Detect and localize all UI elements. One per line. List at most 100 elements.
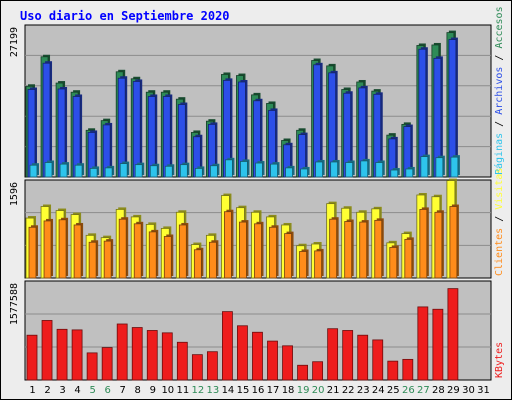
bar-kbytes-day-12 <box>191 354 203 381</box>
bar-pginas-day-2 <box>44 162 53 178</box>
bar-pginas-day-10 <box>164 165 173 178</box>
x-tick-label-day-30: 30 <box>462 385 475 396</box>
bar-kbytes-day-14 <box>222 311 233 381</box>
bar-pginas-day-1 <box>29 164 38 178</box>
bar-kbytes-day-10 <box>161 332 173 381</box>
bar-clientes-day-15 <box>239 221 247 279</box>
x-tick-label-day-17: 17 <box>267 385 280 396</box>
bar-kbytes-day-23 <box>357 334 369 381</box>
bar-pginas-day-7 <box>119 163 128 178</box>
bar-pginas-day-26 <box>405 168 414 178</box>
bar-archivos-day-2 <box>42 62 51 178</box>
x-tick-label-day-19: 19 <box>297 385 310 396</box>
bar-pginas-day-11 <box>179 164 188 178</box>
bar-pginas-day-21 <box>330 161 339 178</box>
x-tick-label-day-25: 25 <box>387 385 400 396</box>
bar-clientes-day-26 <box>404 238 413 279</box>
bar-kbytes-day-18 <box>282 345 293 381</box>
legend-separator: / <box>494 210 505 228</box>
bar-kbytes-day-15 <box>237 325 248 381</box>
panel-3-ymax-label: 1577588 <box>9 283 20 325</box>
x-tick-label-day-22: 22 <box>342 385 355 396</box>
bar-kbytes-day-29 <box>447 288 459 381</box>
bar-clientes-day-21 <box>329 218 338 279</box>
x-tick-label-day-23: 23 <box>357 385 370 396</box>
bar-clientes-day-27 <box>419 209 428 279</box>
bar-pginas-day-17 <box>270 163 278 178</box>
bar-clientes-day-28 <box>434 211 443 279</box>
x-tick-label-day-5: 5 <box>89 385 95 396</box>
bar-clientes-day-13 <box>208 241 217 279</box>
bar-clientes-day-18 <box>284 233 292 279</box>
bar-kbytes-day-21 <box>327 328 339 381</box>
x-tick-label-day-3: 3 <box>59 385 65 396</box>
bar-clientes-day-5 <box>88 241 97 279</box>
bar-kbytes-day-27 <box>417 306 429 381</box>
bar-kbytes-day-20 <box>312 361 324 381</box>
panel-2-ymax-label: 1596 <box>9 182 20 206</box>
x-tick-label-day-28: 28 <box>432 385 445 396</box>
x-tick-label-day-10: 10 <box>161 385 174 396</box>
bar-kbytes-day-25 <box>387 360 399 381</box>
x-tick-label-day-16: 16 <box>252 385 265 396</box>
x-tick-label-day-2: 2 <box>44 385 50 396</box>
bar-pginas-day-4 <box>74 164 83 178</box>
panel-1-legend: Páginas / Archivos / Accesos <box>493 6 505 175</box>
bar-kbytes-day-11 <box>176 341 188 381</box>
x-tick-label-day-12: 12 <box>192 385 205 396</box>
bar-clientes-day-17 <box>269 226 277 279</box>
bar-kbytes-day-1 <box>26 334 38 381</box>
bar-clientes-day-20 <box>314 250 323 279</box>
x-tick-label-day-9: 9 <box>150 385 156 396</box>
panel-1-ymax-label: 27199 <box>9 27 20 57</box>
x-tick-label-day-31: 31 <box>477 385 490 396</box>
bar-kbytes-day-22 <box>342 330 354 381</box>
bar-pginas-day-9 <box>149 165 158 178</box>
legend-entry-clientes: Clientes <box>494 228 505 276</box>
x-tick-label-day-1: 1 <box>29 385 35 396</box>
bar-kbytes-day-13 <box>206 351 218 381</box>
x-tick-label-day-6: 6 <box>104 385 110 396</box>
bar-kbytes-day-6 <box>101 347 113 381</box>
panel-2-legend: Clientes / Visitas <box>494 168 505 276</box>
bar-pginas-day-28 <box>435 157 444 178</box>
bar-pginas-day-13 <box>209 165 218 178</box>
legend-entry-archivos: Archivos <box>494 67 505 115</box>
legend-entry-pginas: Páginas <box>493 133 505 175</box>
bar-pginas-day-18 <box>285 167 293 178</box>
bar-clientes-day-24 <box>374 219 383 279</box>
bar-clientes-day-14 <box>224 211 232 279</box>
bar-clientes-day-10 <box>163 236 172 279</box>
bar-kbytes-day-5 <box>86 352 98 381</box>
bar-kbytes-day-8 <box>131 327 143 381</box>
legend-separator: / <box>494 49 505 67</box>
bar-pginas-day-20 <box>315 161 324 178</box>
bar-kbytes-day-9 <box>146 330 158 381</box>
bar-pginas-day-22 <box>345 162 354 178</box>
legend-entry-kbytes: KBytes <box>494 342 505 378</box>
bar-kbytes-day-19 <box>297 364 308 381</box>
x-tick-label-day-15: 15 <box>237 385 250 396</box>
bar-clientes-day-1 <box>28 226 37 279</box>
bar-pginas-day-24 <box>375 162 384 178</box>
bar-kbytes-day-16 <box>252 331 263 381</box>
bar-clientes-day-11 <box>178 224 187 279</box>
x-tick-label-day-7: 7 <box>120 385 126 396</box>
x-tick-label-day-29: 29 <box>447 385 460 396</box>
bar-kbytes-day-7 <box>116 323 128 381</box>
bar-kbytes-day-2 <box>41 320 53 381</box>
bar-pginas-day-25 <box>390 169 399 178</box>
chart-title: Uso diario en Septiembre 2020 <box>20 9 230 23</box>
bar-pginas-day-19 <box>300 168 308 178</box>
x-tick-label-day-27: 27 <box>417 385 430 396</box>
bar-clientes-day-25 <box>389 247 398 279</box>
bar-clientes-day-3 <box>58 219 67 279</box>
bar-clientes-day-12 <box>193 249 202 279</box>
legend-entry-visitas: Visitas <box>494 168 505 210</box>
bar-kbytes-day-17 <box>267 340 278 381</box>
bar-kbytes-day-3 <box>56 328 68 381</box>
x-tick-label-day-20: 20 <box>312 385 325 396</box>
bar-kbytes-day-26 <box>402 358 414 381</box>
